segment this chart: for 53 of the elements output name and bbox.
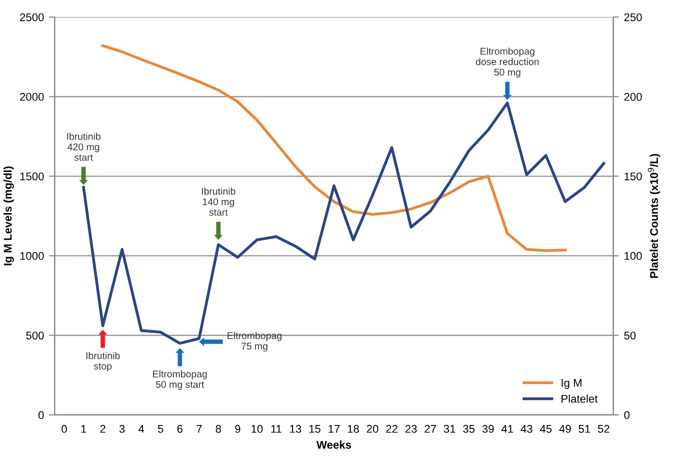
y2-tick-label: 250 (624, 13, 642, 22)
x-tick-label: 5 (158, 425, 164, 433)
x-tick-label: 35 (463, 424, 475, 433)
x-tick-label: 7 (196, 425, 202, 433)
x-tick-label: 43 (520, 424, 532, 433)
legend-label: Ig M (562, 379, 582, 389)
x-tick-label: 9 (235, 424, 240, 433)
x-tick-label: 2 (100, 424, 106, 433)
y2-axis-title: Platelet Counts (x10$^{9}$/L) (648, 154, 660, 278)
x-tick-label: 31 (444, 424, 456, 433)
x-tick-label: 8 (216, 424, 221, 433)
x-tick-label: 3 (119, 424, 125, 433)
annotation: Ibrutinib stop (86, 352, 120, 372)
y-tick-label: 2000 (20, 92, 44, 101)
line-series (101, 44, 567, 252)
annotation: Eltrombopag 75 mg (228, 332, 282, 352)
x-tick-label: 49 (559, 424, 571, 433)
y-tick-label: 500 (26, 332, 44, 340)
y2-tick-label: 50 (624, 332, 636, 340)
x-tick-label: 17 (328, 425, 340, 433)
x-tick-label: 15 (309, 425, 320, 433)
annotation: Eltrombopag dose reduction 50 mg (476, 48, 539, 78)
y2-tick-label: 100 (624, 252, 642, 260)
x-tick-label: 27 (424, 424, 436, 433)
y-axis-title: Ig M Levels (mg/dl) (4, 166, 14, 266)
annotation: Ibrutinib 420 mg start (67, 132, 100, 161)
x-tick-label: 13 (290, 424, 302, 433)
x-tick-label: 41 (501, 425, 514, 433)
x-tick-label: 4 (138, 425, 144, 433)
x-axis-title: Weeks (316, 440, 352, 449)
y2-tick-label: 200 (624, 92, 642, 101)
x-tick-label: 45 (540, 425, 552, 433)
x-tick-label: 52 (598, 424, 610, 433)
x-tick-label: 22 (386, 424, 398, 433)
x-tick-label: 0 (62, 424, 67, 433)
x-tick-label: 18 (348, 424, 359, 433)
x-tick-label: 6 (177, 424, 182, 433)
y-tick-label: 2500 (20, 13, 44, 22)
annotation: Ibrutinib 140 mg start (202, 188, 236, 216)
x-tick-label: 11 (271, 425, 282, 433)
y-tick-label: 0 (38, 411, 44, 420)
y2-tick-label: 150 (624, 172, 642, 180)
legend-label: Platelet (562, 394, 598, 403)
x-tick-label: 20 (366, 424, 378, 433)
x-tick-label: 23 (405, 424, 417, 433)
x-tick-label: 39 (482, 424, 494, 433)
annotation: Eltrombopag 50 mg start (153, 370, 207, 390)
y2-tick-label: 0 (624, 411, 630, 420)
x-tick-label: 10 (252, 424, 263, 433)
x-tick-label: 1 (81, 425, 86, 433)
x-tick-label: 51 (578, 425, 590, 433)
y-tick-label: 1000 (20, 252, 44, 260)
y-tick-label: 1500 (20, 172, 44, 180)
